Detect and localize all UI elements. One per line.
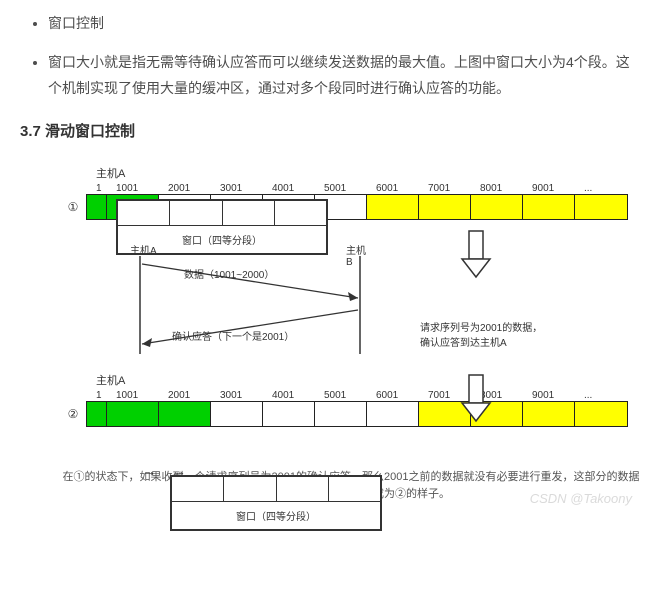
window-box-2: 窗口（四等分段） bbox=[170, 475, 382, 531]
down-arrow-icon bbox=[458, 229, 494, 279]
ack-line-label: 确认应答（下一个是2001） bbox=[172, 328, 294, 343]
tick-label: 8001 bbox=[480, 183, 532, 194]
tick-label: 9001 bbox=[532, 183, 584, 194]
segment bbox=[211, 402, 263, 426]
segment bbox=[523, 195, 575, 219]
tick-label: 6001 bbox=[376, 183, 428, 194]
bullet-item: 窗口控制 bbox=[48, 10, 642, 37]
tick-label: 9001 bbox=[532, 390, 584, 401]
segment bbox=[367, 195, 419, 219]
tick-label: 2001 bbox=[168, 390, 220, 401]
section-heading: 3.7 滑动窗口控制 bbox=[20, 120, 642, 141]
segment bbox=[87, 402, 107, 426]
segment bbox=[575, 402, 627, 426]
segment bbox=[575, 195, 627, 219]
tick-label: 1001 bbox=[116, 183, 168, 194]
bar-row-2: ② bbox=[60, 401, 642, 427]
exchange-diagram: 主机A 主机B 数据（1001~2000） 确认应答（下一个是2001） bbox=[136, 256, 366, 354]
segment bbox=[419, 195, 471, 219]
segment bbox=[263, 402, 315, 426]
host-a-label: 主机A bbox=[130, 242, 157, 257]
segment bbox=[471, 195, 523, 219]
slide-arrow-icon: → bbox=[142, 463, 156, 479]
tick-row: 1100120013001400150016001700180019001... bbox=[96, 183, 642, 194]
segment bbox=[87, 195, 107, 219]
state-marker-2: ② bbox=[60, 407, 86, 421]
tick-label: 1 bbox=[96, 390, 116, 401]
tick-label: 3001 bbox=[220, 390, 272, 401]
tick-label: 5001 bbox=[324, 390, 376, 401]
tick-label: ... bbox=[584, 183, 636, 194]
segment bbox=[315, 402, 367, 426]
segment bbox=[523, 402, 575, 426]
segment-bar-2 bbox=[86, 401, 628, 427]
segment bbox=[367, 402, 419, 426]
tick-label: 5001 bbox=[324, 183, 376, 194]
tick-label: 6001 bbox=[376, 390, 428, 401]
tick-label: ... bbox=[584, 390, 636, 401]
tick-row: 1100120013001400150016001700180019001... bbox=[96, 390, 642, 401]
sliding-window-figure: 主机A 110012001300140015001600170018001900… bbox=[20, 155, 642, 512]
request-text: 请求序列号为2001的数据， 确认应答到达主机A bbox=[420, 321, 542, 351]
window-caption: 窗口（四等分段） bbox=[172, 502, 380, 523]
tick-label: 1 bbox=[96, 183, 116, 194]
bullet-item: 窗口大小就是指无需等待确认应答而可以继续发送数据的最大值。上图中窗口大小为4个段… bbox=[48, 49, 642, 102]
down-arrow-icon bbox=[458, 373, 494, 423]
tick-label: 7001 bbox=[428, 183, 480, 194]
tick-label: 4001 bbox=[272, 183, 324, 194]
tick-label: 2001 bbox=[168, 183, 220, 194]
tick-label: 3001 bbox=[220, 183, 272, 194]
tick-label: 4001 bbox=[272, 390, 324, 401]
data-line-label: 数据（1001~2000） bbox=[184, 266, 274, 281]
segment bbox=[159, 402, 211, 426]
host-a-label: 主机A bbox=[96, 165, 642, 181]
tick-label: 1001 bbox=[116, 390, 168, 401]
bullet-list: 窗口控制 窗口大小就是指无需等待确认应答而可以继续发送数据的最大值。上图中窗口大… bbox=[20, 10, 642, 102]
segment bbox=[107, 402, 159, 426]
state-marker-1: ① bbox=[60, 200, 86, 214]
host-a-label: 主机A bbox=[96, 372, 642, 388]
